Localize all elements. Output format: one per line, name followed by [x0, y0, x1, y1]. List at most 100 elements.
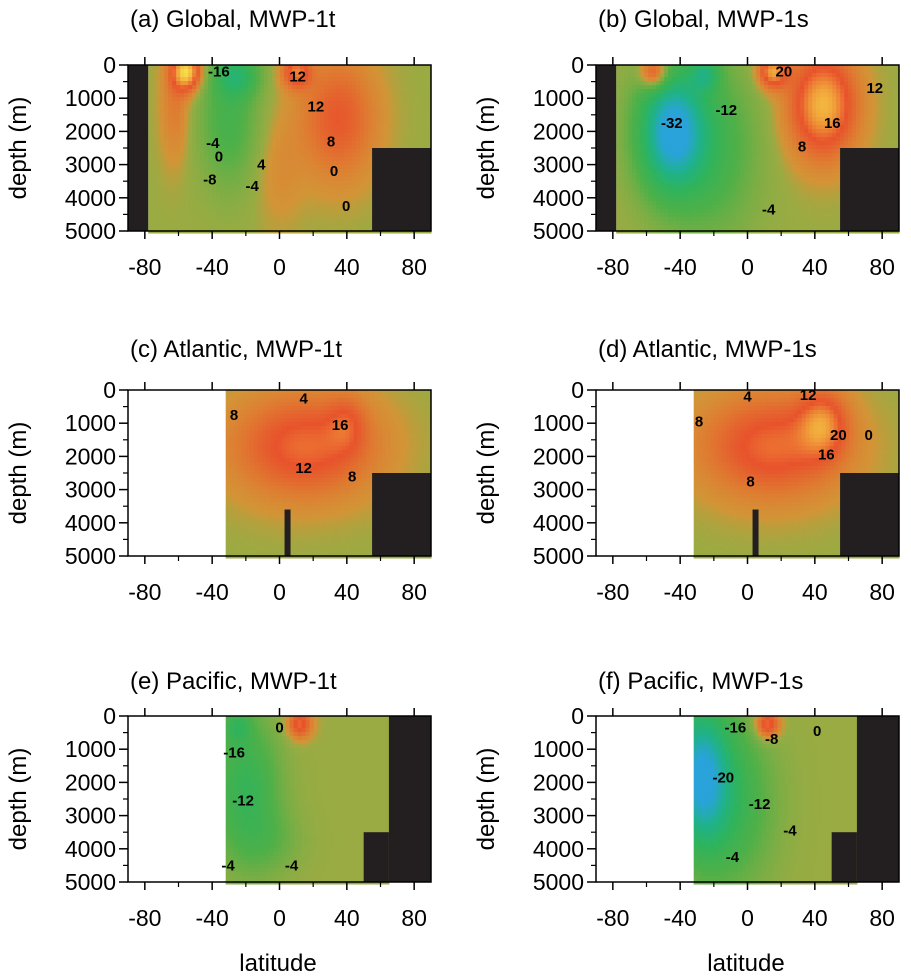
heatmap-cell — [356, 109, 361, 114]
heatmap-cell — [244, 153, 249, 158]
heatmap-cell — [268, 189, 273, 194]
heatmap-cell — [756, 161, 761, 166]
heatmap-cell — [168, 125, 173, 130]
heatmap-cell — [384, 137, 389, 142]
heatmap-cell — [760, 101, 765, 106]
heatmap-cell — [616, 105, 621, 110]
heatmap-cell — [640, 153, 645, 158]
heatmap-cell — [636, 133, 641, 138]
heatmap-cell — [164, 121, 169, 126]
heatmap-cell — [680, 185, 685, 190]
heatmap-cell — [372, 89, 377, 94]
heatmap-cell — [184, 65, 189, 70]
heatmap-cell — [204, 141, 209, 146]
heatmap-cell — [788, 109, 793, 114]
heatmap-cell — [208, 153, 213, 158]
heatmap-cell — [232, 177, 237, 182]
heatmap-cell — [248, 185, 253, 190]
heatmap-cell — [156, 153, 161, 158]
heatmap-cell — [184, 161, 189, 166]
heatmap-cell — [760, 113, 765, 118]
heatmap-cell — [640, 137, 645, 142]
heatmap-cell — [652, 225, 657, 230]
heatmap-cell — [412, 81, 417, 86]
heatmap-cell — [668, 109, 673, 114]
heatmap-cell — [220, 117, 225, 122]
heatmap-cell — [396, 145, 401, 150]
heatmap-cell — [416, 129, 421, 134]
heatmap-cell — [152, 129, 157, 134]
heatmap-cell — [164, 137, 169, 142]
heatmap-cell — [208, 137, 213, 142]
heatmap-cell — [332, 137, 337, 142]
heatmap-cell — [212, 193, 217, 198]
heatmap-cell — [796, 113, 801, 118]
heatmap-cell — [176, 125, 181, 130]
heatmap-cell — [652, 181, 657, 186]
heatmap-cell — [676, 169, 681, 174]
heatmap-cell — [728, 225, 733, 230]
heatmap-cell — [208, 225, 213, 230]
heatmap-cell — [756, 101, 761, 106]
heatmap-cell — [360, 117, 365, 122]
heatmap-cell — [712, 145, 717, 150]
heatmap-cell — [228, 145, 233, 150]
heatmap-cell — [348, 121, 353, 126]
heatmap-cell — [192, 69, 197, 74]
heatmap-cell — [292, 197, 297, 202]
heatmap-cell — [320, 209, 325, 214]
heatmap-cell — [160, 121, 165, 126]
heatmap-cell — [628, 105, 633, 110]
heatmap-cell — [328, 173, 333, 178]
heatmap-cell — [412, 133, 417, 138]
heatmap-cell — [184, 69, 189, 74]
heatmap-cell — [228, 225, 233, 230]
heatmap-cell — [648, 193, 653, 198]
heatmap-cell — [300, 205, 305, 210]
heatmap-cell — [336, 201, 341, 206]
heatmap-cell — [696, 85, 701, 90]
heatmap-cell — [428, 69, 432, 74]
heatmap-cell — [672, 141, 677, 146]
heatmap-cell — [188, 125, 193, 130]
heatmap-cell — [204, 213, 209, 218]
heatmap-cell — [644, 85, 649, 90]
heatmap-cell — [628, 97, 633, 102]
heatmap-cell — [340, 93, 345, 98]
heatmap-cell — [364, 157, 369, 162]
heatmap-cell — [388, 81, 393, 86]
heatmap-cell — [320, 77, 325, 82]
heatmap-cell — [292, 129, 297, 134]
heatmap-cell — [392, 125, 397, 130]
heatmap-cell — [400, 117, 405, 122]
heatmap-cell — [740, 193, 745, 198]
heatmap-cell — [624, 161, 629, 166]
heatmap-cell — [664, 217, 669, 222]
heatmap-cell — [320, 141, 325, 146]
heatmap-cell — [312, 117, 317, 122]
heatmap-cell — [760, 157, 765, 162]
heatmap-cell — [364, 197, 369, 202]
heatmap-cell — [624, 209, 629, 214]
heatmap-cell — [336, 101, 341, 106]
heatmap-cell — [304, 117, 309, 122]
heatmap-cell — [688, 189, 693, 194]
heatmap-cell — [296, 81, 301, 86]
heatmap-cell — [232, 85, 237, 90]
heatmap-cell — [260, 205, 265, 210]
heatmap-cell — [712, 89, 717, 94]
heatmap-cell — [684, 117, 689, 122]
heatmap-cell — [332, 181, 337, 186]
heatmap-cell — [204, 117, 209, 122]
heatmap-cell — [276, 81, 281, 86]
heatmap-cell — [748, 197, 753, 202]
heatmap-cell — [288, 189, 293, 194]
heatmap-cell — [188, 101, 193, 106]
heatmap-cell — [740, 225, 745, 230]
heatmap-cell — [308, 137, 313, 142]
heatmap-cell — [768, 169, 773, 174]
heatmap-cell — [796, 169, 801, 174]
heatmap-cell — [360, 181, 365, 186]
heatmap-cell — [652, 217, 657, 222]
heatmap-cell — [188, 221, 193, 226]
